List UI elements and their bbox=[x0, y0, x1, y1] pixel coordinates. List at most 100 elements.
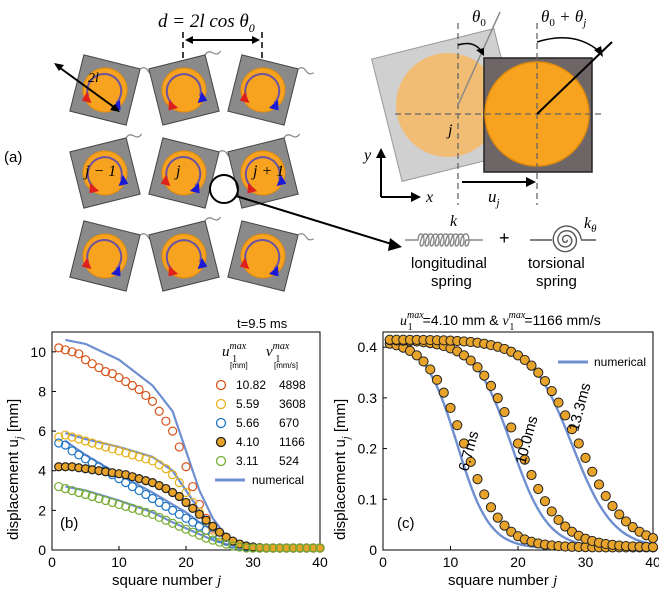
j-minus-1-label: j − 1 bbox=[83, 163, 116, 180]
rotation-arc bbox=[86, 239, 123, 270]
hinge-icon bbox=[297, 67, 314, 75]
y-tick-label: 0.2 bbox=[358, 441, 378, 457]
data-point bbox=[208, 535, 218, 545]
data-point bbox=[600, 490, 611, 502]
hinge-icon bbox=[297, 233, 314, 241]
data-point bbox=[519, 454, 530, 465]
panel-b: t=9.5 ms 0 10 20 30 40 0 2 4 6 8 10 displacement u… bbox=[5, 316, 328, 589]
rotation-arc bbox=[165, 73, 202, 105]
axis-x-label: x bbox=[425, 189, 433, 206]
2l-arrow-head-b bbox=[110, 104, 120, 112]
data-point bbox=[188, 481, 198, 492]
data-point bbox=[141, 390, 151, 401]
data-point bbox=[533, 483, 544, 495]
legend-marker bbox=[215, 398, 227, 410]
y-tick-label: 10 bbox=[30, 344, 46, 360]
rotation-arc bbox=[86, 73, 123, 104]
data-point bbox=[174, 491, 184, 502]
theta0-label: θ0 bbox=[472, 7, 486, 29]
data-point bbox=[214, 537, 225, 547]
red-arrow-icon bbox=[239, 91, 250, 104]
legend-marker bbox=[215, 455, 227, 467]
data-point bbox=[80, 436, 91, 446]
theta-sum-arc-head bbox=[594, 46, 603, 57]
data-point bbox=[261, 543, 271, 553]
data-point bbox=[181, 497, 191, 508]
data-point bbox=[67, 347, 77, 357]
data-point bbox=[194, 509, 204, 519]
data-point bbox=[465, 456, 476, 467]
data-point bbox=[94, 493, 104, 504]
data-point bbox=[161, 416, 171, 426]
data-point bbox=[168, 505, 178, 515]
panel-b-label: (b) bbox=[60, 515, 78, 532]
data-point bbox=[614, 509, 625, 520]
uj-arrow-head bbox=[526, 177, 536, 187]
data-point bbox=[74, 349, 84, 359]
hinge-icon bbox=[283, 133, 301, 139]
panel-c-xlabel: square number j bbox=[448, 572, 557, 589]
data-point bbox=[87, 359, 97, 369]
lattice-square bbox=[227, 54, 314, 126]
legend-u-value: 3.11 bbox=[236, 454, 259, 468]
data-point bbox=[268, 543, 278, 553]
panel-a-label: (a) bbox=[4, 149, 22, 166]
rotation-arc bbox=[165, 156, 202, 187]
legend-head-v: vmax 1 bbox=[266, 341, 290, 365]
blue-arrow-icon bbox=[268, 265, 279, 277]
hinge-icon bbox=[125, 133, 143, 139]
y-tick-label: 2 bbox=[38, 502, 46, 518]
data-point bbox=[134, 452, 144, 462]
data-point bbox=[107, 444, 117, 454]
data-point bbox=[580, 452, 591, 463]
data-point bbox=[553, 514, 564, 525]
lattice-square bbox=[148, 50, 222, 126]
2l-arrow bbox=[55, 64, 119, 111]
d-equation: d = 2l cos θ0 bbox=[158, 11, 255, 35]
data-point bbox=[539, 496, 551, 507]
red-arrow-icon bbox=[239, 257, 250, 270]
data-point bbox=[533, 367, 544, 378]
legend-numerical-label: numerical bbox=[252, 473, 304, 487]
data-point bbox=[161, 464, 171, 474]
data-point bbox=[181, 462, 191, 472]
data-point bbox=[647, 533, 659, 544]
data-point bbox=[546, 385, 557, 397]
x-tick-label: 0 bbox=[48, 554, 56, 570]
data-point bbox=[560, 521, 571, 532]
theta-sum-arc bbox=[536, 37, 601, 53]
legend-head-u: umax 1 bbox=[222, 341, 247, 365]
data-point bbox=[560, 410, 571, 421]
data-point bbox=[121, 501, 131, 511]
data-point bbox=[458, 438, 470, 449]
data-point bbox=[60, 430, 71, 440]
data-point bbox=[593, 479, 605, 490]
blue-arrow-icon bbox=[110, 265, 121, 277]
data-point bbox=[499, 520, 510, 531]
x-tick-label: 10 bbox=[443, 554, 459, 570]
panel-c: umax 1 =4.10 mm & vmax 1 =1166 mm/s 0 10 20 30 4… bbox=[332, 310, 659, 589]
data-point bbox=[147, 396, 158, 406]
data-point bbox=[512, 438, 524, 449]
legend-v-value: 670 bbox=[279, 416, 299, 430]
red-arrow-icon bbox=[247, 182, 258, 194]
data-point bbox=[281, 543, 292, 553]
panel-b-xlabel: square number j bbox=[112, 572, 221, 589]
y-tick-label: 8 bbox=[38, 383, 46, 399]
data-point bbox=[154, 460, 164, 470]
data-point bbox=[154, 406, 164, 416]
data-point bbox=[194, 521, 204, 531]
lattice-square bbox=[148, 137, 235, 209]
lattice-square bbox=[227, 133, 301, 209]
data-point bbox=[54, 432, 64, 442]
x-tick-label: 30 bbox=[578, 554, 594, 570]
data-point bbox=[431, 374, 443, 385]
longitudinal-spring-line1: longitudinal bbox=[411, 255, 487, 272]
d-arrow-head-left bbox=[185, 36, 193, 44]
x-tick-label: 20 bbox=[178, 554, 194, 570]
blue-arrow-icon bbox=[268, 99, 279, 111]
data-point bbox=[465, 355, 476, 366]
data-point bbox=[499, 406, 510, 418]
data-point bbox=[188, 517, 198, 527]
red-arrow-icon bbox=[160, 174, 171, 187]
